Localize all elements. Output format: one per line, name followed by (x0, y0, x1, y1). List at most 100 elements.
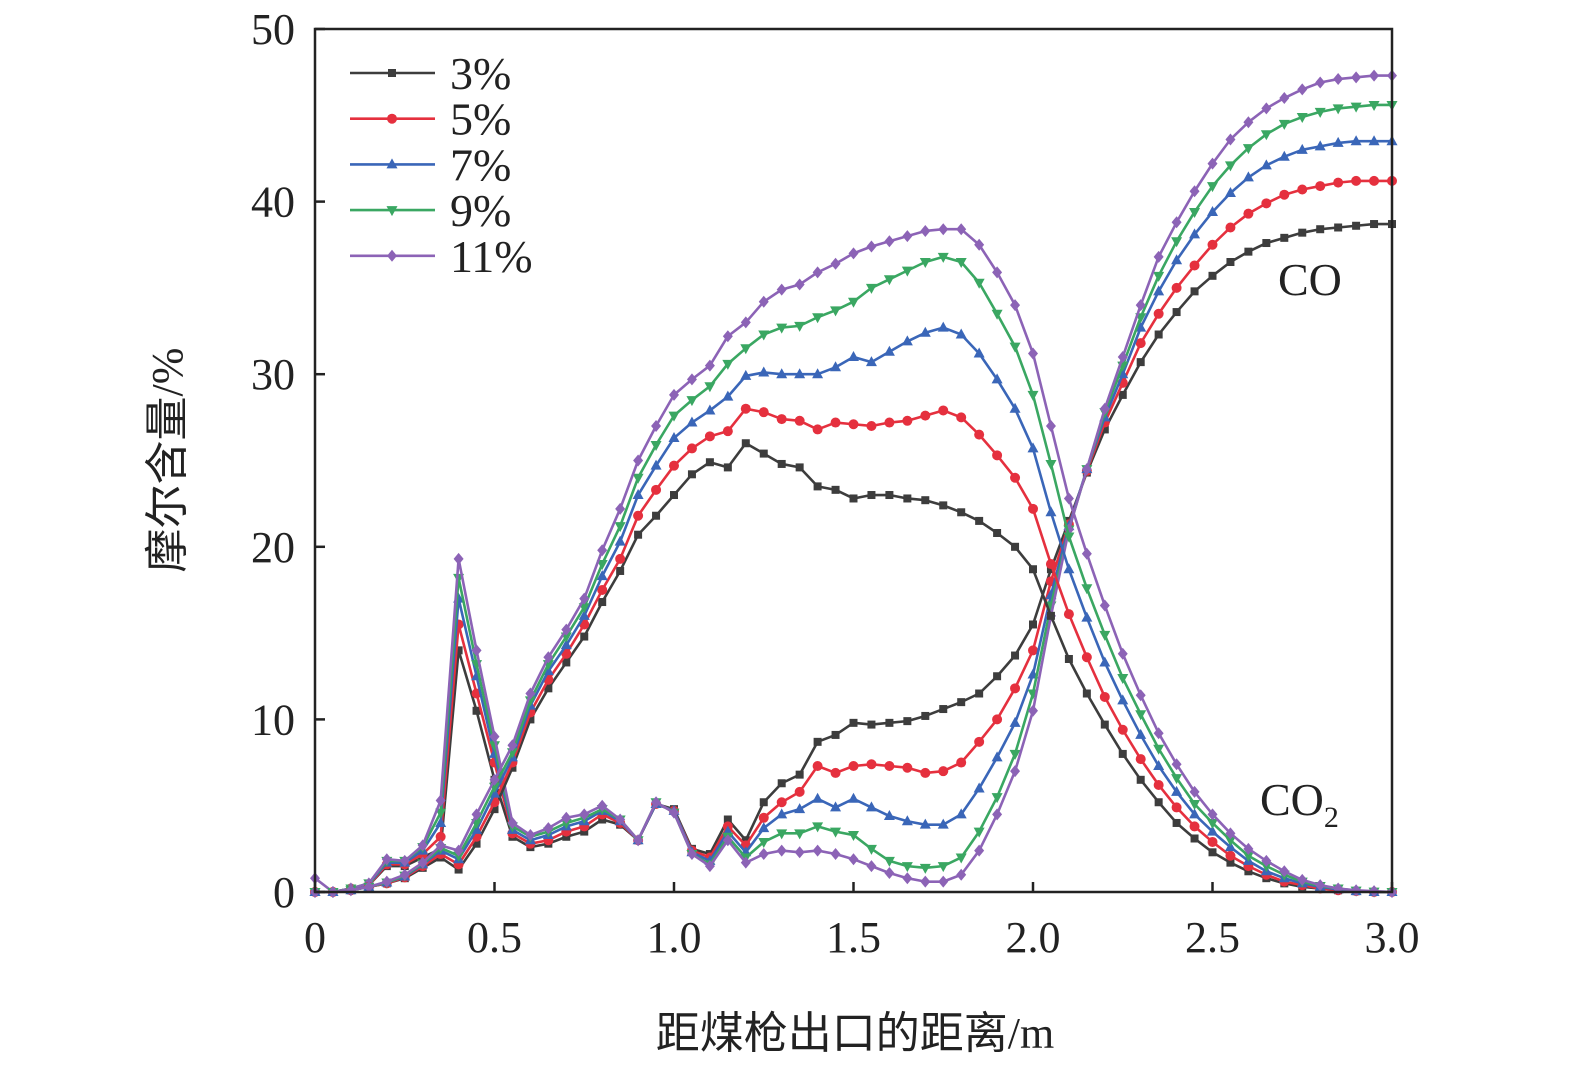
data-point (1081, 547, 1092, 560)
y-tick-label: 20 (251, 523, 295, 572)
data-point (920, 875, 931, 888)
annotation-co: CO (1278, 254, 1342, 305)
data-point (848, 297, 859, 308)
data-point (921, 496, 930, 505)
data-point (525, 687, 536, 700)
data-point (1171, 254, 1183, 265)
data-point (1189, 821, 1200, 832)
data-point (597, 799, 608, 812)
x-tick-label: 1.0 (647, 913, 702, 962)
data-point (758, 848, 769, 861)
data-point (776, 829, 788, 840)
data-point (1315, 76, 1326, 89)
data-point (795, 770, 804, 779)
legend-marker (387, 113, 397, 124)
data-point (1029, 620, 1037, 629)
data-point (993, 672, 1002, 681)
data-point (919, 326, 931, 337)
data-point (525, 829, 536, 842)
data-point (831, 485, 840, 494)
legend-item: 11% (350, 231, 533, 282)
data-point (704, 404, 716, 415)
series-line (315, 222, 1392, 894)
data-point (1009, 716, 1021, 727)
data-point (1189, 799, 1201, 810)
data-point (1261, 198, 1272, 209)
data-point (777, 459, 786, 468)
data-point (1081, 652, 1092, 663)
data-point (776, 808, 788, 819)
data-point (686, 416, 698, 427)
data-point (759, 798, 768, 807)
data-point (507, 816, 518, 829)
legend: 3%5%7%9%11% (350, 48, 533, 282)
data-point (794, 846, 805, 859)
data-point (1027, 442, 1039, 453)
data-point (1242, 171, 1254, 182)
legend-label: 5% (450, 94, 511, 145)
data-point (453, 552, 464, 565)
data-point (866, 240, 877, 253)
data-point (812, 266, 823, 279)
x-tick-label: 3.0 (1365, 913, 1420, 962)
x-tick-label: 0.5 (467, 913, 522, 962)
data-point (615, 553, 626, 564)
data-point (740, 344, 752, 355)
data-point (1224, 836, 1236, 847)
data-point (937, 321, 949, 332)
data-point (1135, 321, 1147, 332)
legend-label: 7% (450, 139, 511, 190)
data-point (974, 429, 985, 440)
data-point (1207, 808, 1218, 821)
data-point (1189, 228, 1201, 239)
data-point (722, 390, 734, 401)
data-point (723, 815, 732, 824)
data-point (1226, 258, 1235, 267)
data-point (1279, 189, 1290, 200)
data-point (955, 328, 967, 339)
data-point (668, 432, 680, 443)
data-point (901, 335, 913, 346)
data-point (598, 815, 607, 824)
annotation-co2: CO2 (1260, 774, 1339, 834)
data-point (1368, 135, 1380, 146)
data-point (1280, 233, 1289, 242)
x-tick-label: 0 (304, 913, 326, 962)
data-point (1099, 630, 1111, 641)
data-point (1332, 104, 1344, 115)
data-point (992, 450, 1003, 461)
data-point (885, 718, 894, 727)
data-point (507, 739, 518, 752)
data-point (472, 839, 481, 848)
data-point (920, 767, 931, 778)
data-point (561, 623, 572, 636)
data-point (1351, 884, 1362, 897)
data-point (1117, 724, 1128, 735)
data-point (830, 417, 841, 428)
data-point (1135, 338, 1146, 349)
data-point (902, 230, 913, 243)
data-point (1278, 119, 1290, 130)
legend-label: 9% (450, 185, 511, 236)
data-point (1135, 689, 1146, 702)
data-point (1046, 565, 1055, 574)
data-point (975, 516, 984, 525)
data-point (921, 711, 930, 720)
data-point (1298, 228, 1307, 237)
data-point (903, 717, 912, 726)
data-point (1244, 247, 1253, 256)
legend-label: 11% (450, 231, 533, 282)
data-point (848, 761, 859, 772)
data-point (812, 792, 824, 803)
data-point (992, 714, 1003, 725)
data-point (579, 808, 590, 821)
data-point (740, 369, 752, 380)
data-point (1028, 704, 1038, 717)
data-point (471, 644, 482, 657)
data-point (1011, 651, 1020, 660)
series-line (315, 227, 1393, 894)
data-point (651, 796, 662, 809)
data-point (812, 368, 824, 379)
data-point (1297, 184, 1308, 195)
data-point (956, 757, 967, 768)
